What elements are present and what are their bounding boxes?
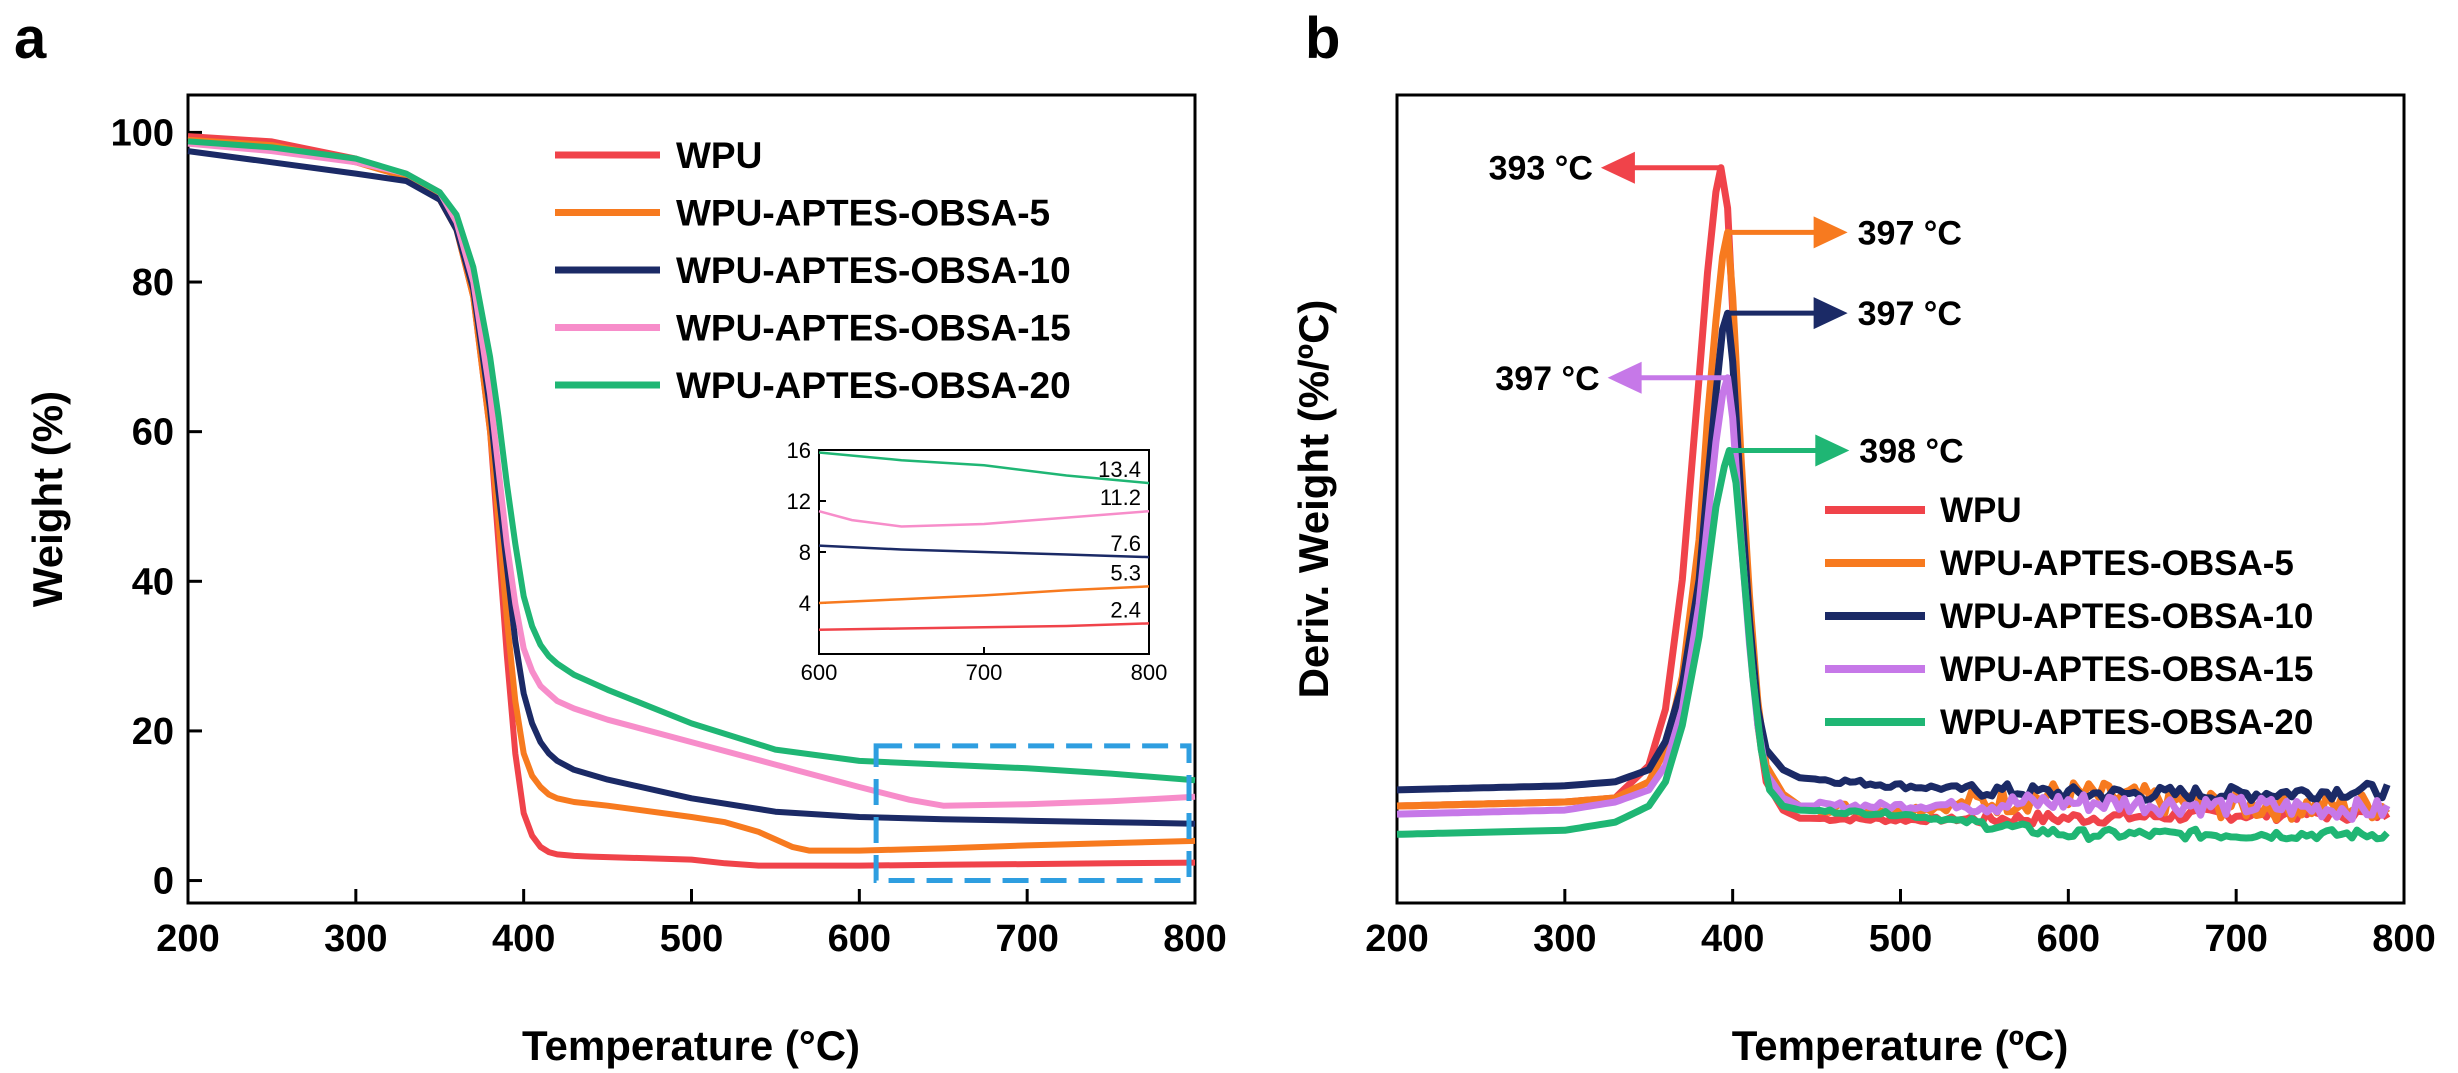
y-axis-label-b: Deriv. Weight (%/ºC) bbox=[1290, 300, 1337, 699]
x-tick-label: 800 bbox=[1163, 918, 1226, 960]
legend-label-wpu-aptes-obsa-10: WPU-APTES-OBSA-10 bbox=[1940, 597, 2313, 636]
x-tick-label: 600 bbox=[2037, 918, 2100, 960]
legend-label-wpu-aptes-obsa-20: WPU-APTES-OBSA-20 bbox=[676, 365, 1071, 406]
panel-a-letter: a bbox=[14, 6, 47, 71]
legend-label-wpu-aptes-obsa-20: WPU-APTES-OBSA-20 bbox=[1940, 703, 2313, 742]
series-a bbox=[187, 133, 1196, 869]
dtg-chart: 200 300 400 500 600 700 800 393 °C 397 °C 397 °C… bbox=[1290, 93, 2436, 1069]
legend-label-wpu-aptes-obsa-5: WPU-APTES-OBSA-5 bbox=[676, 193, 1050, 234]
x-tick-label: 800 bbox=[2372, 918, 2435, 960]
inset-y-tick-label: 16 bbox=[787, 438, 811, 463]
y-tick-label: 0 bbox=[153, 861, 174, 903]
legend-label-wpu-aptes-obsa-15: WPU-APTES-OBSA-15 bbox=[1940, 650, 2313, 689]
x-axis-label-b: Temperature (ºC) bbox=[1732, 1022, 2069, 1069]
peak-arrow-head bbox=[1815, 434, 1850, 467]
inset-chart: 600 700 800 4 8 12 16 13.4 11.2 7.6 5.3 2.4 bbox=[787, 438, 1168, 685]
legend-label-wpu: WPU bbox=[676, 135, 762, 176]
legend-a: WPU WPU-APTES-OBSA-5 WPU-APTES-OBSA-10 WPU-… bbox=[555, 135, 1071, 406]
peak-label: 397 °C bbox=[1858, 214, 1962, 252]
x-tick-label: 200 bbox=[156, 918, 219, 960]
y-axis-label-a: Weight (%) bbox=[24, 391, 71, 607]
inset-end-value: 5.3 bbox=[1110, 560, 1141, 585]
x-tick-label: 600 bbox=[828, 918, 891, 960]
inset-line-wpu bbox=[818, 622, 1150, 632]
x-tick-label: 700 bbox=[2204, 918, 2267, 960]
peak-arrow-head bbox=[1813, 297, 1848, 330]
inset-line-wpu-aptes-obsa-5 bbox=[818, 585, 1150, 605]
inset-end-value: 13.4 bbox=[1098, 457, 1141, 482]
legend-label-wpu-aptes-obsa-5: WPU-APTES-OBSA-5 bbox=[1940, 544, 2294, 583]
tga-chart: 200 300 400 500 600 700 800 0 20 40 60 80 100 Temper… bbox=[24, 93, 1227, 1069]
peak-arrow-head bbox=[1600, 151, 1635, 184]
series-line-wpu-aptes-obsa-20 bbox=[1396, 447, 2390, 843]
x-tick-label: 300 bbox=[1533, 918, 1596, 960]
series-b bbox=[1396, 164, 2391, 843]
y-tick-label: 20 bbox=[132, 711, 174, 753]
inset-end-value: 11.2 bbox=[1100, 485, 1141, 510]
series-line-wpu-aptes-obsa-10 bbox=[187, 148, 1196, 827]
inset-line-wpu-aptes-obsa-20 bbox=[818, 451, 1150, 485]
x-axis-label-a: Temperature (°C) bbox=[522, 1022, 860, 1069]
legend-b: WPU WPU-APTES-OBSA-5 WPU-APTES-OBSA-10 WPU-… bbox=[1825, 491, 2313, 742]
y-tick-label: 100 bbox=[111, 112, 174, 154]
x-tick-label: 500 bbox=[660, 918, 723, 960]
legend-label-wpu-aptes-obsa-10: WPU-APTES-OBSA-10 bbox=[676, 250, 1071, 291]
series-line-wpu-aptes-obsa-10 bbox=[1396, 309, 2391, 805]
series-line-wpu-aptes-obsa-20 bbox=[187, 138, 1196, 784]
x-tick-label: 300 bbox=[324, 918, 387, 960]
inset-end-value: 7.6 bbox=[1110, 531, 1141, 556]
inset-y-tick-label: 8 bbox=[799, 540, 811, 565]
x-tick-label: 400 bbox=[1701, 918, 1764, 960]
inset-end-value: 2.4 bbox=[1110, 597, 1141, 622]
peak-label: 398 °C bbox=[1859, 433, 1963, 471]
legend-label-wpu-aptes-obsa-15: WPU-APTES-OBSA-15 bbox=[676, 308, 1071, 349]
inset-y-tick-label: 4 bbox=[799, 591, 811, 616]
inset-x-tick-label: 600 bbox=[801, 660, 838, 685]
peak-label: 397 °C bbox=[1858, 295, 1962, 333]
peak-label: 393 °C bbox=[1489, 150, 1593, 188]
inset-x-tick-label: 800 bbox=[1131, 660, 1168, 685]
peak-arrow-head bbox=[1607, 361, 1642, 394]
panel-b-letter: b bbox=[1305, 6, 1340, 71]
x-tick-label: 400 bbox=[492, 918, 555, 960]
inset-line-wpu-aptes-obsa-15 bbox=[818, 509, 1150, 528]
y-tick-label: 40 bbox=[132, 561, 174, 603]
axes-b: 200 300 400 500 600 700 800 bbox=[1365, 889, 2436, 960]
y-tick-label: 60 bbox=[132, 412, 174, 454]
inset-x-tick-label: 700 bbox=[966, 660, 1003, 685]
x-tick-label: 200 bbox=[1365, 918, 1428, 960]
peak-label: 397 °C bbox=[1495, 360, 1599, 398]
peak-annotations: 393 °C 397 °C 397 °C 397 °C 398 °C bbox=[1489, 150, 1964, 471]
inset-line-wpu-aptes-obsa-10 bbox=[818, 544, 1150, 559]
legend-label-wpu: WPU bbox=[1940, 491, 2022, 530]
y-tick-label: 80 bbox=[132, 262, 174, 304]
series-line-wpu-aptes-obsa-15 bbox=[1396, 374, 2391, 823]
zoom-region-box bbox=[873, 743, 1192, 884]
peak-arrow-head bbox=[1813, 216, 1848, 249]
axes-a: 200 300 400 500 600 700 800 0 20 40 60 80 100 bbox=[111, 112, 1227, 960]
x-tick-label: 700 bbox=[995, 918, 1058, 960]
x-tick-label: 500 bbox=[1869, 918, 1932, 960]
inset-y-tick-label: 12 bbox=[787, 489, 811, 514]
